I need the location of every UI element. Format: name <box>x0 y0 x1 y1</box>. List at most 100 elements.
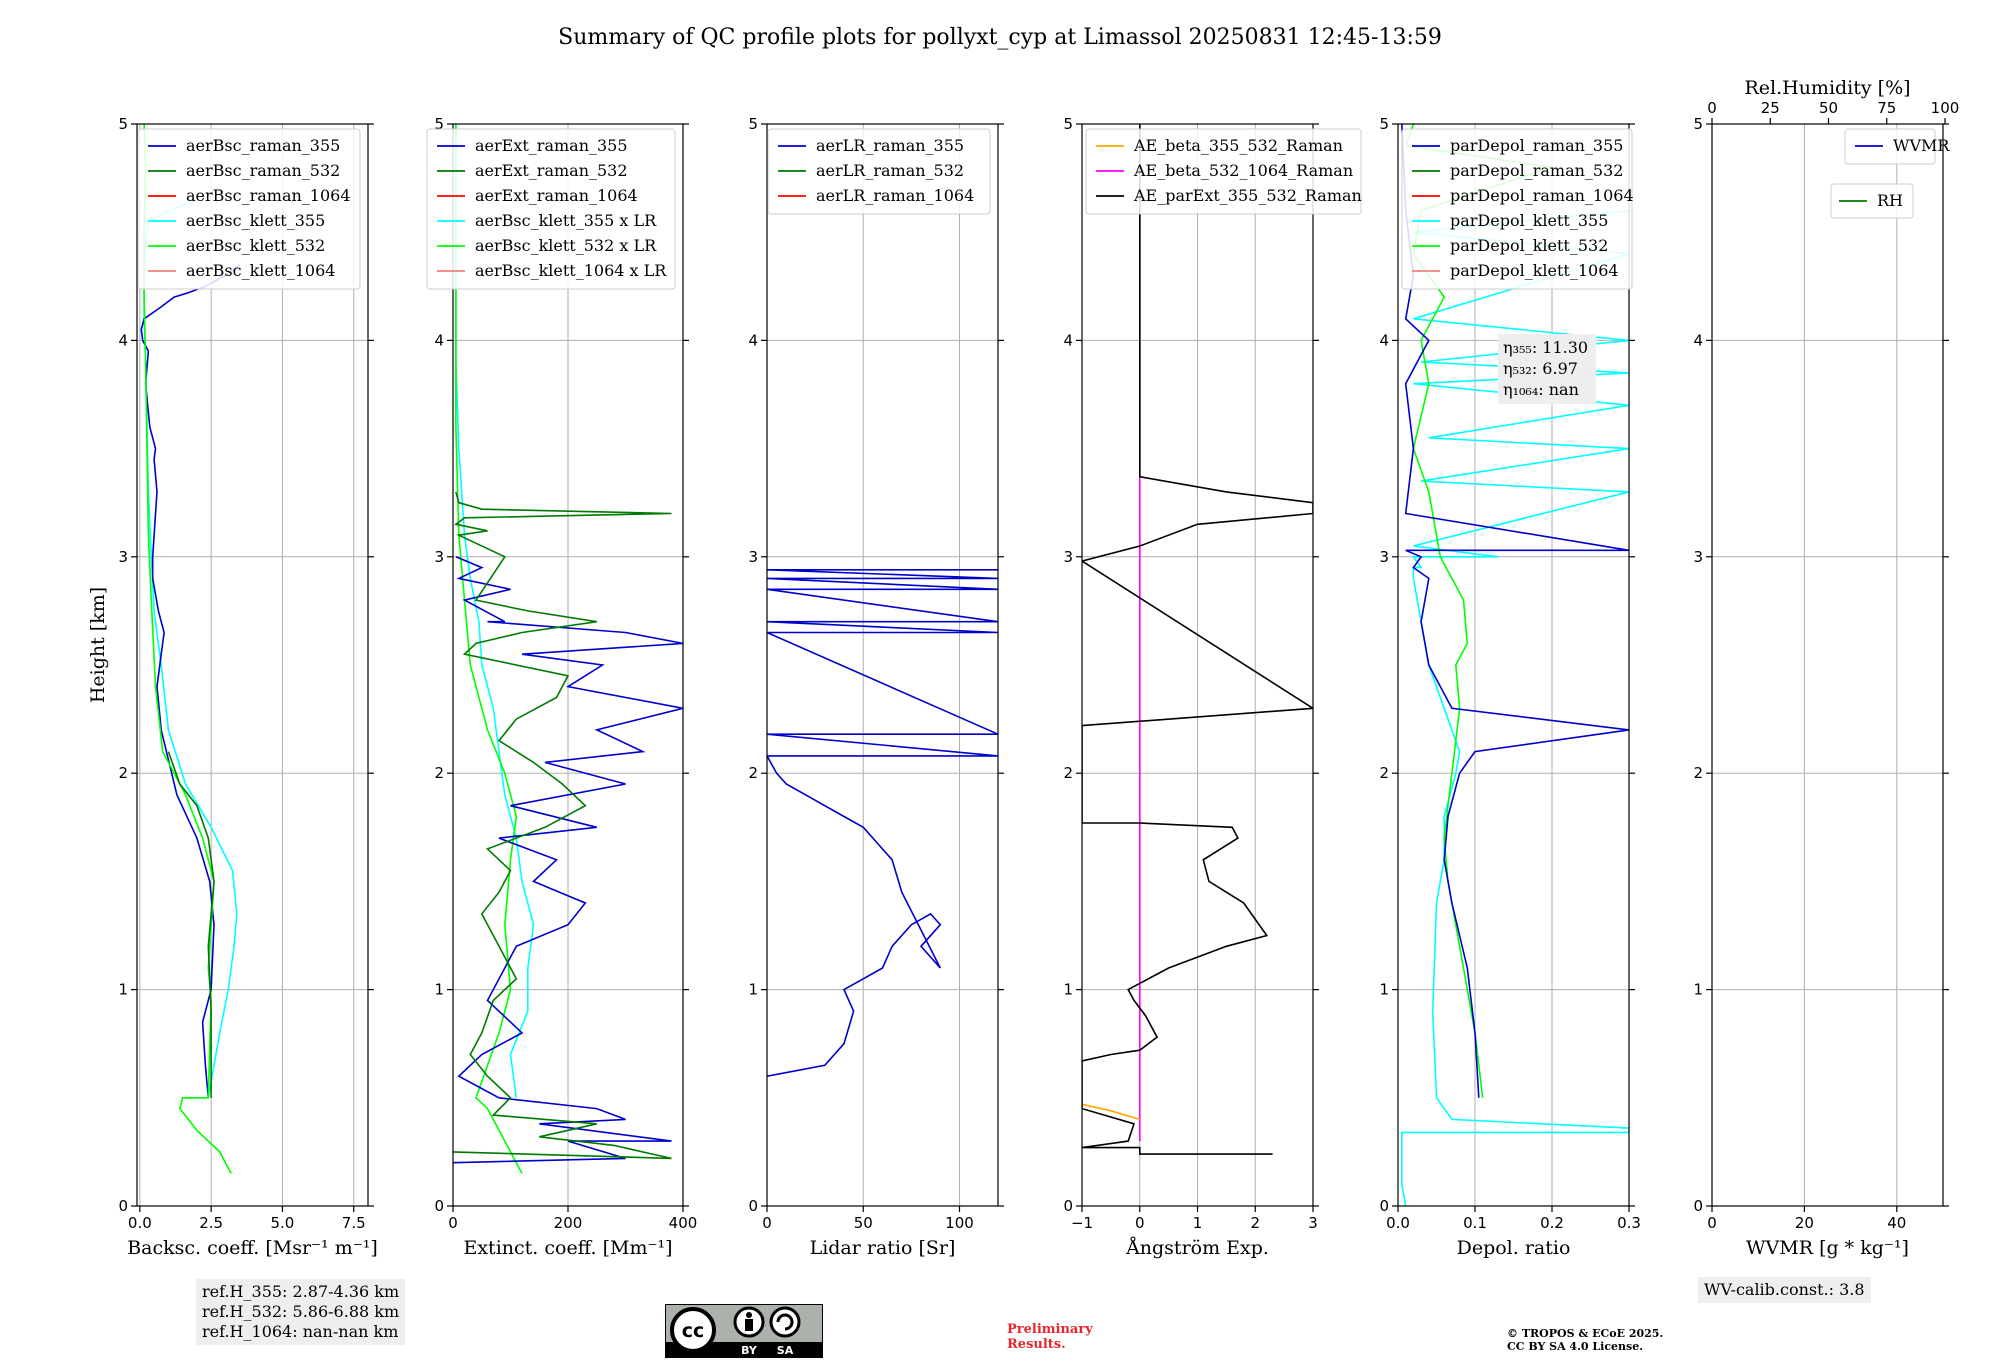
y-tick-label: 3 <box>1693 548 1703 566</box>
legend-label: AE_parExt_355_532_Raman <box>1133 186 1362 205</box>
y-tick-label: 2 <box>748 764 758 782</box>
x-tick-label: −1 <box>1071 1214 1093 1232</box>
y-tick-label: 1 <box>748 981 758 999</box>
y-tick-label: 1 <box>434 981 444 999</box>
legend: WVMR RH <box>1830 128 1950 219</box>
wv-calib-text: WV-calib.const.: 3.8 <box>1704 1280 1865 1299</box>
legend: aerExt_raman_355 aerExt_raman_532 aerExt_r… <box>426 128 676 290</box>
x-tick-label: 50 <box>854 1214 873 1232</box>
series-group <box>140 124 241 1174</box>
y-tick-label: 2 <box>1693 764 1703 782</box>
legend-label: parDepol_raman_532 <box>1450 161 1623 180</box>
legend-label: parDepol_klett_1064 <box>1450 261 1619 280</box>
y-tick-label: 4 <box>434 331 444 349</box>
x-tick-label: 0 <box>1707 1214 1717 1232</box>
y-tick-label: 4 <box>1063 331 1073 349</box>
legend-label: WVMR <box>1893 136 1950 155</box>
y-tick-label: 0 <box>434 1197 444 1215</box>
legend-label: aerExt_raman_355 <box>475 136 628 155</box>
eta-annotation-line: η₅₃₂: 6.97 <box>1503 359 1578 378</box>
y-axis-label: Height [km] <box>87 587 109 703</box>
legend-label: aerBsc_klett_355 x LR <box>475 211 657 230</box>
series-group <box>453 124 683 1174</box>
x-tick-label: 1 <box>1193 1214 1203 1232</box>
series-line-aerLR_raman_355 <box>767 568 998 1077</box>
y-tick-label: 2 <box>434 764 444 782</box>
x-tick-label: 200 <box>554 1214 583 1232</box>
preliminary-line-2: Results. <box>1007 1337 1066 1352</box>
legend-label: aerExt_raman_1064 <box>475 186 638 205</box>
x-tick-label: 0 <box>762 1214 772 1232</box>
legend: AE_beta_355_532_Raman AE_beta_532_1064_Ra… <box>1085 128 1362 215</box>
legend-box <box>1085 128 1362 215</box>
legend-box <box>1844 128 1936 165</box>
legend-box <box>1401 128 1633 290</box>
copyright-note: © TROPOS & ECoE 2025. CC BY SA 4.0 Licen… <box>1507 1327 1663 1353</box>
x-tick-label: 2 <box>1250 1214 1260 1232</box>
eta-annotation-line: η₃₅₅: 11.30 <box>1503 338 1588 357</box>
preliminary-line-1: Preliminary <box>1007 1322 1093 1337</box>
reference-heights-box: ref.H_355: 2.87-4.36 km ref.H_532: 5.86-… <box>196 1279 406 1345</box>
legend-label: parDepol_klett_532 <box>1450 236 1608 255</box>
y-tick-label: 3 <box>118 548 128 566</box>
y-tick-label: 4 <box>1379 331 1389 349</box>
ref-height-355: ref.H_355: 2.87-4.36 km <box>202 1282 400 1301</box>
x-tick-label: 5.0 <box>271 1214 295 1232</box>
top-tick-label: 50 <box>1819 99 1838 117</box>
series-line-AE_parExt_355_532_Raman <box>1082 124 1313 1155</box>
y-tick-label: 0 <box>118 1197 128 1215</box>
y-tick-label: 3 <box>434 548 444 566</box>
x-tick-label: 400 <box>669 1214 698 1232</box>
y-tick-label: 4 <box>748 331 758 349</box>
y-tick-label: 5 <box>748 115 758 133</box>
legend-label: aerBsc_raman_532 <box>186 161 340 180</box>
copyright-line-1: © TROPOS & ECoE 2025. <box>1507 1327 1664 1340</box>
y-tick-label: 0 <box>748 1197 758 1215</box>
x-tick-label: 3 <box>1308 1214 1318 1232</box>
legend-label: aerBsc_klett_532 <box>186 236 325 255</box>
x-tick-label: 0.1 <box>1463 1214 1487 1232</box>
axes-frame <box>1711 123 1944 1207</box>
ref-height-1064: ref.H_1064: nan-nan km <box>202 1322 399 1341</box>
svg-text:SA: SA <box>777 1344 794 1357</box>
y-tick-label: 5 <box>1063 115 1073 133</box>
top-tick-label: 0 <box>1707 99 1717 117</box>
sa-icon <box>769 1306 801 1338</box>
legend-label: aerBsc_klett_1064 x LR <box>475 261 667 280</box>
panels: 0 1 2 3 4 5 0.0 2.5 5.0 7.5 Backsc. coeff. [Msr⁻¹ … <box>118 77 1959 1259</box>
legend: aerLR_raman_355 aerLR_raman_532 aerLR_rama… <box>767 128 991 215</box>
series-line-aerBsc_raman_532 <box>167 751 215 1098</box>
legend-box <box>137 128 361 290</box>
legend-label: parDepol_raman_355 <box>1450 136 1623 155</box>
x-axis-label: Depol. ratio <box>1457 1237 1571 1259</box>
y-tick-label: 4 <box>1693 331 1703 349</box>
top-axis-label: Rel.Humidity [%] <box>1744 77 1910 99</box>
legend-label: parDepol_klett_355 <box>1450 211 1608 230</box>
top-tick-label: 25 <box>1761 99 1780 117</box>
top-tick-label: 100 <box>1931 99 1960 117</box>
legend-label: AE_beta_532_1064_Raman <box>1133 161 1353 180</box>
x-tick-label: 0.0 <box>1386 1214 1410 1232</box>
y-tick-label: 2 <box>118 764 128 782</box>
x-tick-label: 2.5 <box>199 1214 223 1232</box>
legend-label: aerBsc_klett_355 <box>186 211 325 230</box>
y-tick-label: 1 <box>1693 981 1703 999</box>
eta-annotation-line: η₁₀₆₄: nan <box>1503 380 1579 399</box>
eta-annotation-box <box>1498 334 1596 404</box>
svg-text:BY: BY <box>741 1344 758 1357</box>
axes-frame <box>766 123 999 1207</box>
y-tick-label: 3 <box>1379 548 1389 566</box>
x-tick-label: 20 <box>1795 1214 1814 1232</box>
y-tick-label: 5 <box>118 115 128 133</box>
copyright-line-2: CC BY SA 4.0 License. <box>1507 1340 1644 1353</box>
y-tick-label: 3 <box>1063 548 1073 566</box>
y-tick-label: 5 <box>434 115 444 133</box>
legend-box <box>426 128 676 290</box>
panel-5: 0 1 2 3 4 5 0.0 0.1 0.2 0.3 Depol. ratio parDepol_r… <box>1379 115 1640 1259</box>
x-axis-label: WVMR [g * kg⁻¹] <box>1746 1237 1909 1259</box>
y-tick-label: 1 <box>1379 981 1389 999</box>
y-tick-label: 0 <box>1379 1197 1389 1215</box>
